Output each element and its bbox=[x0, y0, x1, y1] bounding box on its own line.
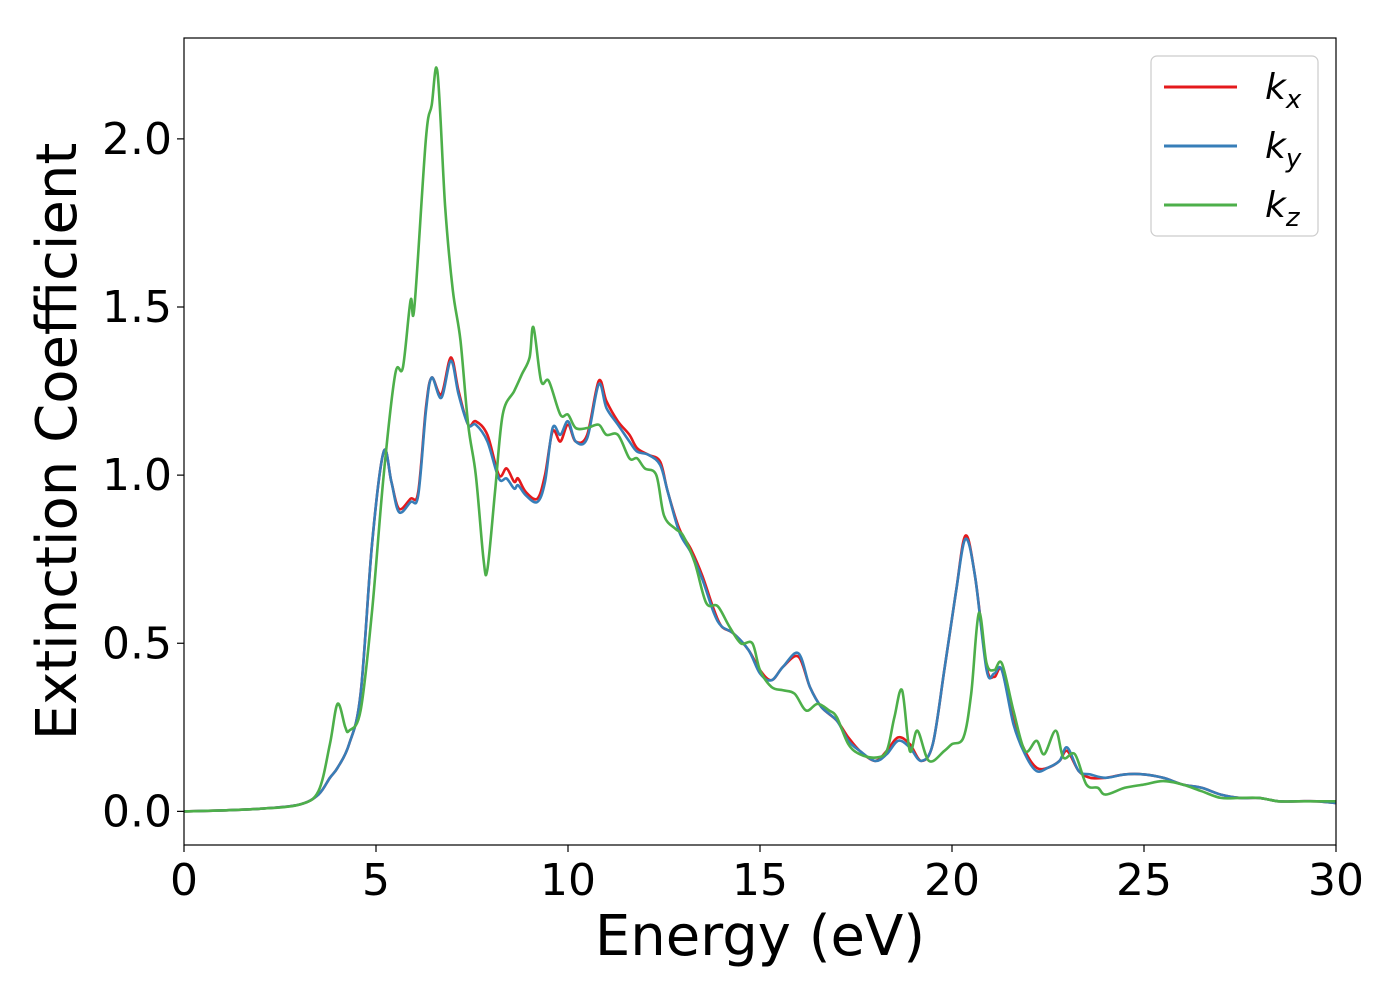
x-tick-label: 10 bbox=[540, 855, 596, 906]
legend-label-y: ky bbox=[1265, 126, 1302, 174]
series-line-z bbox=[184, 66, 1336, 813]
y-tick-label: 1.0 bbox=[102, 450, 172, 501]
x-tick-label: 5 bbox=[362, 855, 390, 906]
x-tick-label: 15 bbox=[732, 855, 788, 906]
y-axis-title: Extinction Coefficient bbox=[25, 143, 90, 741]
y-tick-label: 0.0 bbox=[102, 786, 172, 837]
x-tick-label: 30 bbox=[1308, 855, 1364, 906]
x-axis-ticks: 0 5 10 15 20 25 30 bbox=[170, 845, 1364, 906]
y-axis-ticks: 0.0 0.5 1.0 1.5 2.0 bbox=[102, 114, 184, 837]
legend-label-x: kx bbox=[1265, 67, 1302, 115]
y-tick-label: 1.5 bbox=[102, 282, 172, 333]
legend: kx ky kz bbox=[1150, 55, 1319, 237]
x-tick-label: 25 bbox=[1116, 855, 1172, 906]
y-tick-label: 2.0 bbox=[102, 114, 172, 165]
x-tick-label: 0 bbox=[170, 855, 198, 906]
legend-label-z: kz bbox=[1265, 185, 1301, 233]
x-tick-label: 20 bbox=[924, 855, 980, 906]
y-tick-label: 0.5 bbox=[102, 618, 172, 669]
x-axis-title: Energy (eV) bbox=[595, 904, 925, 969]
series-layer bbox=[184, 66, 1336, 813]
